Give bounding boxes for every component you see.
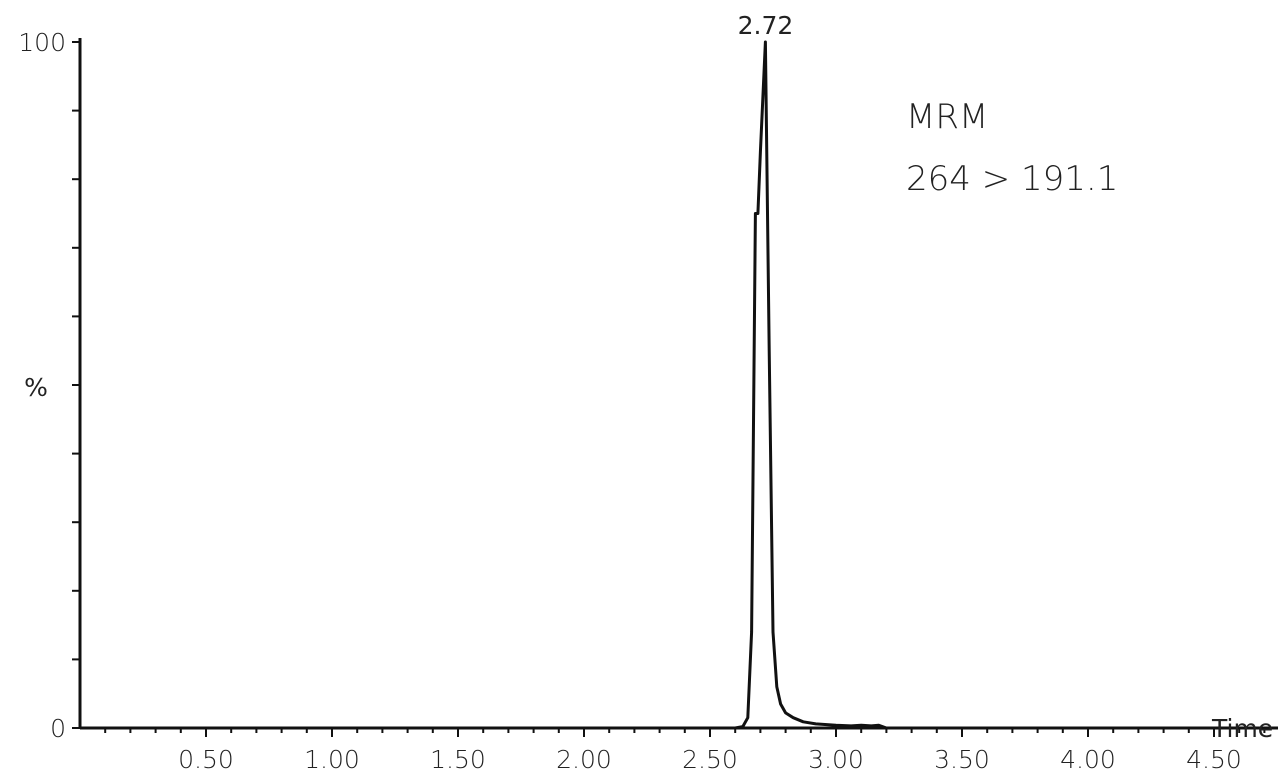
series-line-0 — [80, 40, 1278, 730]
y-axis-label: % — [24, 373, 48, 402]
series-layer — [80, 40, 1278, 730]
peak-label: 2.72 — [738, 11, 794, 40]
annotation-transition: 264 > 191.1 — [906, 159, 1118, 199]
x-tick-label: 4.50 — [1186, 745, 1242, 774]
x-tick-label: 2.50 — [682, 745, 738, 774]
x-axis-label: Time — [1211, 714, 1273, 743]
x-tick-label: 1.50 — [430, 745, 486, 774]
x-tick-label: 3.50 — [934, 745, 990, 774]
y-tick-label: 0 — [50, 714, 66, 743]
annotation-mrm: MRM — [906, 97, 988, 137]
y-tick-label: 100 — [18, 28, 66, 57]
x-tick-label: 4.00 — [1060, 745, 1116, 774]
x-tick-label: 3.00 — [808, 745, 864, 774]
x-tick-label: 0.50 — [178, 745, 234, 774]
x-tick-label: 2.00 — [556, 745, 612, 774]
y-axis: 0 100 — [18, 28, 82, 743]
x-tick-label: 1.00 — [304, 745, 360, 774]
x-axis: 0.50 1.00 1.50 2.00 2.50 3.00 3.50 4.00 4.50 — [80, 726, 1266, 774]
